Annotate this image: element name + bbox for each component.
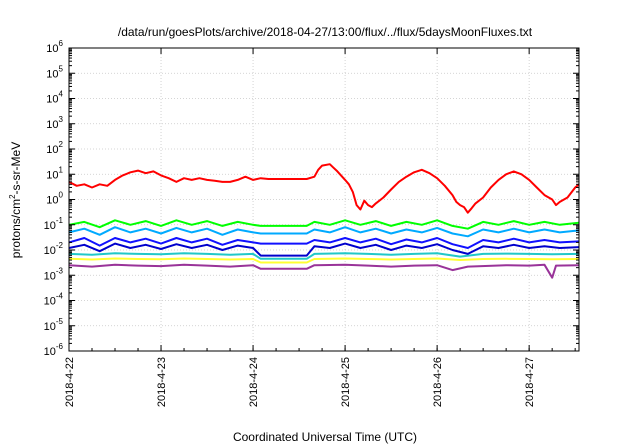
- x-tick-label: 2018-4-27: [524, 357, 536, 407]
- y-tick-base: 10: [46, 119, 58, 131]
- series-line: [68, 242, 580, 257]
- y-tick-label: 101: [46, 165, 63, 181]
- y-tick-exponent: -1: [56, 216, 64, 225]
- y-tick-label: 106: [46, 39, 63, 55]
- x-axis-label: Coordinated Universal Time (UTC): [233, 430, 417, 444]
- y-tick-exponent: 3: [59, 115, 64, 124]
- series-line: [68, 252, 580, 260]
- y-axis-label: protons/cm2-s-sr-MeV: [8, 142, 23, 258]
- y-tick-exponent: -4: [56, 292, 64, 301]
- x-axis-ticks: 2018-4-22 2018-4-23 2018-4-24 2018-4-25 2018…: [64, 48, 576, 407]
- series-line: [68, 257, 580, 264]
- y-tick-label: 10-5: [44, 317, 64, 333]
- y-tick-base: 10: [46, 144, 58, 156]
- y-tick-base: 10: [44, 270, 56, 282]
- y-tick-exponent: 6: [59, 39, 64, 48]
- series-line: [68, 163, 580, 214]
- y-tick-label: 10-3: [44, 266, 64, 282]
- y-tick-base: 10: [44, 245, 56, 257]
- y-tick-base: 10: [46, 169, 58, 181]
- x-tick-label: 2018-4-25: [340, 357, 352, 407]
- y-tick-base: 10: [46, 43, 58, 55]
- y-tick-label: 102: [46, 140, 63, 156]
- grid-lines: [69, 48, 579, 351]
- x-tick-label: 2018-4-22: [64, 357, 76, 407]
- y-tick-label: 10-2: [44, 241, 64, 257]
- y-tick-label: 10-1: [44, 216, 64, 232]
- y-tick-exponent: 2: [59, 140, 64, 149]
- y-tick-exponent: 4: [59, 90, 64, 99]
- y-tick-exponent: -6: [56, 342, 64, 351]
- y-tick-base: 10: [44, 220, 56, 232]
- y-tick-exponent: -2: [56, 241, 64, 250]
- y-tick-exponent: 5: [59, 64, 64, 73]
- y-tick-label: 103: [46, 115, 63, 131]
- y-tick-exponent: 1: [59, 165, 64, 174]
- y-tick-label: 10-6: [44, 342, 64, 358]
- y-tick-base: 10: [44, 296, 56, 308]
- y-tick-base: 10: [46, 195, 58, 207]
- y-tick-base: 10: [46, 68, 58, 80]
- y-tick-exponent: -5: [56, 317, 64, 326]
- series-line: [68, 237, 580, 249]
- x-tick-label: 2018-4-26: [432, 357, 444, 407]
- y-tick-label: 104: [46, 90, 63, 106]
- y-axis-label-rest: -s-sr-MeV: [9, 142, 23, 195]
- y-tick-exponent: 0: [59, 191, 64, 200]
- y-tick-base: 10: [46, 94, 58, 106]
- y-tick-base: 10: [44, 321, 56, 333]
- y-axis-label-sup: 2: [8, 194, 17, 199]
- series-line: [68, 219, 580, 230]
- y-tick-label: 10-4: [44, 292, 64, 308]
- x-tick-label: 2018-4-23: [156, 357, 168, 407]
- y-axis-ticks: 10-610-510-410-310-210-11001011021031041…: [44, 39, 579, 358]
- y-tick-exponent: -3: [56, 266, 64, 275]
- chart-title: /data/run/goesPlots/archive/2018-04-27/1…: [118, 25, 533, 39]
- series-line: [68, 226, 580, 238]
- y-tick-base: 10: [44, 346, 56, 358]
- y-tick-label: 100: [46, 191, 63, 207]
- y-tick-label: 105: [46, 64, 63, 80]
- series-lines: [68, 163, 580, 279]
- series-line: [68, 263, 580, 279]
- x-tick-label: 2018-4-24: [248, 357, 260, 407]
- y-axis-label-main: protons/cm: [9, 199, 23, 258]
